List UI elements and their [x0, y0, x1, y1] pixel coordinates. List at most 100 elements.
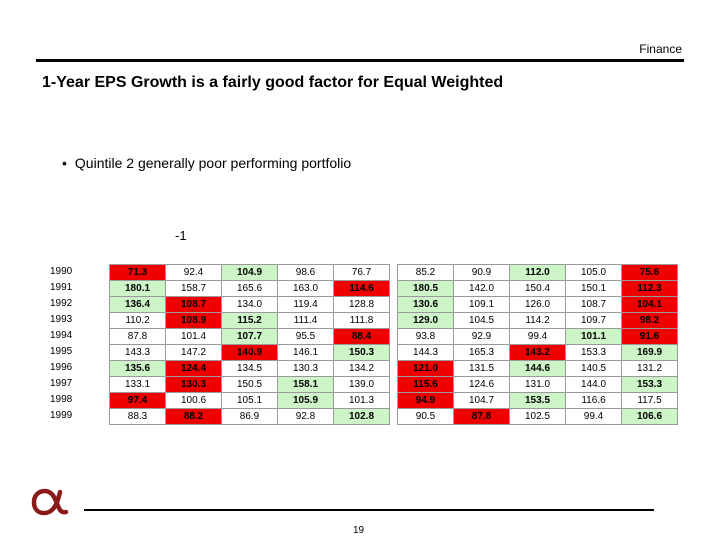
table-cell: 105.1: [221, 392, 278, 409]
year-label: 1994: [50, 330, 73, 341]
table-cell: 106.6: [621, 408, 678, 425]
table-row: 133.1 130.3 150.5 158.1 139.0: [109, 376, 390, 393]
table-cell: 104.1: [621, 296, 678, 313]
table-cell: 136.4: [109, 296, 166, 313]
table-cell: 94.9: [397, 392, 454, 409]
quintile-table-left: 71.3 92.4 104.9 98.6 76.7 180.1 158.7 165.6 163.…: [109, 264, 390, 425]
table-cell: 126.0: [509, 296, 566, 313]
table-cell: 100.6: [165, 392, 222, 409]
table-cell: 71.3: [109, 264, 166, 281]
table-cell: 102.5: [509, 408, 566, 425]
table-cell: 101.3: [333, 392, 390, 409]
table-cell: 116.6: [565, 392, 622, 409]
table-cell: 112.0: [509, 264, 566, 281]
table-cell: 128.8: [333, 296, 390, 313]
table-row: 143.3 147.2 140.9 146.1 150.3: [109, 344, 390, 361]
table-cell: 109.7: [565, 312, 622, 329]
table-cell: 108.7: [565, 296, 622, 313]
table-cell: 163.0: [277, 280, 334, 297]
table-cell: 131.5: [453, 360, 510, 377]
table-row: 121.0 131.5 144.6 140.5 131.2: [397, 360, 678, 377]
table-row: 85.2 90.9 112.0 105.0 75.6: [397, 264, 678, 281]
table-cell: 130.6: [397, 296, 454, 313]
table-cell: 121.0: [397, 360, 454, 377]
year-label: 1990: [50, 266, 73, 277]
table-cell: 150.1: [565, 280, 622, 297]
table-cell: 142.0: [453, 280, 510, 297]
table-row: 130.6 109.1 126.0 108.7 104.1: [397, 296, 678, 313]
table-cell: 144.0: [565, 376, 622, 393]
table-cell: 124.6: [453, 376, 510, 393]
table-cell: 102.8: [333, 408, 390, 425]
table-cell: 153.3: [621, 376, 678, 393]
table-cell: 98.6: [277, 264, 334, 281]
table-cell: 99.4: [565, 408, 622, 425]
table-label: -1: [175, 228, 187, 243]
table-cell: 150.4: [509, 280, 566, 297]
bottom-rule: [84, 509, 654, 511]
table-cell: 101.4: [165, 328, 222, 345]
table-row: 88.3 88.2 86.9 92.8 102.8: [109, 408, 390, 425]
table-cell: 134.0: [221, 296, 278, 313]
table-cell: 90.5: [397, 408, 454, 425]
table-cell: 101.1: [565, 328, 622, 345]
table-cell: 134.2: [333, 360, 390, 377]
table-cell: 147.2: [165, 344, 222, 361]
table-cell: 130.3: [165, 376, 222, 393]
table-cell: 109.1: [453, 296, 510, 313]
bullet-text: Quintile 2 generally poor performing por…: [74, 155, 352, 171]
year-label: 1992: [50, 298, 73, 309]
table-cell: 104.5: [453, 312, 510, 329]
top-rule: [36, 59, 684, 62]
table-cell: 115.2: [221, 312, 278, 329]
table-cell: 124.4: [165, 360, 222, 377]
table-cell: 140.9: [221, 344, 278, 361]
table-cell: 150.3: [333, 344, 390, 361]
table-cell: 143.2: [509, 344, 566, 361]
table-cell: 139.0: [333, 376, 390, 393]
table-cell: 112.3: [621, 280, 678, 297]
table-cell: 88.4: [333, 328, 390, 345]
table-cell: 153.5: [509, 392, 566, 409]
table-cell: 92.8: [277, 408, 334, 425]
year-label: 1999: [50, 410, 73, 421]
table-row: 135.6 124.4 134.5 130.3 134.2: [109, 360, 390, 377]
table-cell: 108.7: [165, 296, 222, 313]
table-cell: 105.9: [277, 392, 334, 409]
table-cell: 158.7: [165, 280, 222, 297]
table-row: 90.5 87.8 102.5 99.4 106.6: [397, 408, 678, 425]
table-cell: 144.3: [397, 344, 454, 361]
quintile-table-right: 85.2 90.9 112.0 105.0 75.6 180.5 142.0 150.4 150…: [397, 264, 678, 425]
table-cell: 75.6: [621, 264, 678, 281]
table-cell: 90.9: [453, 264, 510, 281]
table-cell: 76.7: [333, 264, 390, 281]
table-cell: 86.9: [221, 408, 278, 425]
table-cell: 88.2: [165, 408, 222, 425]
table-cell: 91.6: [621, 328, 678, 345]
table-row: 180.5 142.0 150.4 150.1 112.3: [397, 280, 678, 297]
year-column: 1990 1991 1992 1993 1994 1995 1996 1997 1998 1999: [50, 264, 90, 424]
year-label: 1997: [50, 378, 73, 389]
table-cell: 130.3: [277, 360, 334, 377]
table-cell: 158.1: [277, 376, 334, 393]
table-row: 180.1 158.7 165.6 163.0 114.6: [109, 280, 390, 297]
table-cell: 105.0: [565, 264, 622, 281]
table-cell: 92.4: [165, 264, 222, 281]
table-cell: 92.9: [453, 328, 510, 345]
year-label: 1991: [50, 282, 73, 293]
table-cell: 104.9: [221, 264, 278, 281]
bullet-dot-icon: •: [62, 155, 67, 171]
table-cell: 114.6: [333, 280, 390, 297]
year-label: 1996: [50, 362, 73, 373]
year-label: 1993: [50, 314, 73, 325]
table-row: 94.9 104.7 153.5 116.6 117.5: [397, 392, 678, 409]
table-cell: 180.1: [109, 280, 166, 297]
table-cell: 108.9: [165, 312, 222, 329]
table-row: 144.3 165.3 143.2 153.3 169.9: [397, 344, 678, 361]
table-cell: 150.5: [221, 376, 278, 393]
table-cell: 134.5: [221, 360, 278, 377]
header-label: Finance: [639, 42, 682, 56]
bullet-item: • Quintile 2 generally poor performing po…: [62, 155, 351, 171]
table-cell: 131.0: [509, 376, 566, 393]
table-cell: 117.5: [621, 392, 678, 409]
